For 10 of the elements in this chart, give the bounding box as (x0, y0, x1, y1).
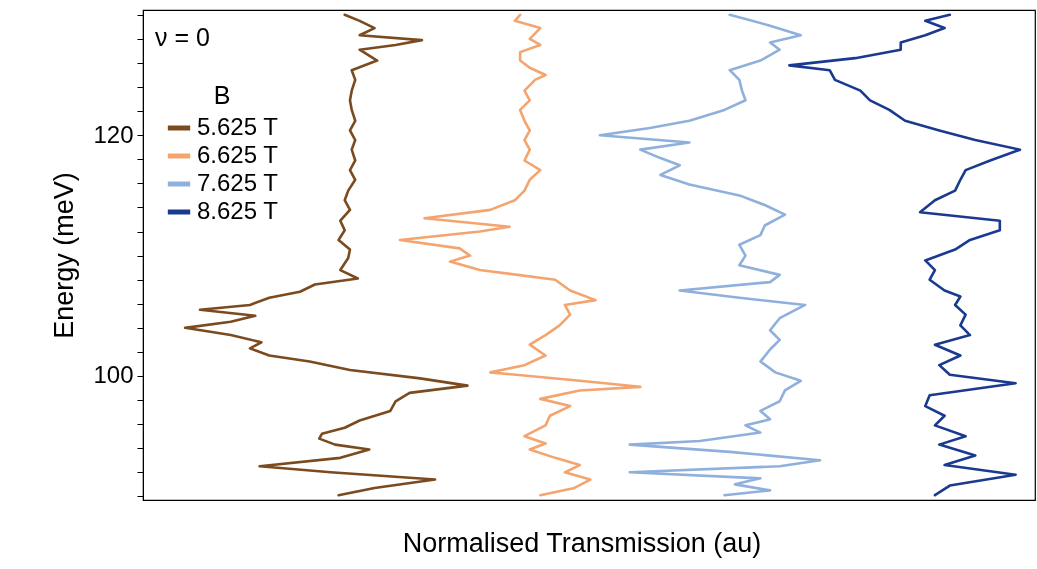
legend-title: B (213, 81, 231, 109)
legend-label: 6.625 T (197, 141, 279, 168)
y-tick-label: 100 (93, 361, 134, 389)
legend-label: 5.625 T (197, 113, 279, 140)
legend-label: 8.625 T (197, 197, 279, 224)
y-axis-title: Energy (meV) (49, 172, 80, 339)
x-axis-title: Normalised Transmission (au) (402, 527, 762, 558)
y-tick-label: 120 (93, 120, 134, 148)
legend-label: 7.625 T (197, 169, 279, 196)
annotation: ν = 0 (155, 23, 210, 51)
